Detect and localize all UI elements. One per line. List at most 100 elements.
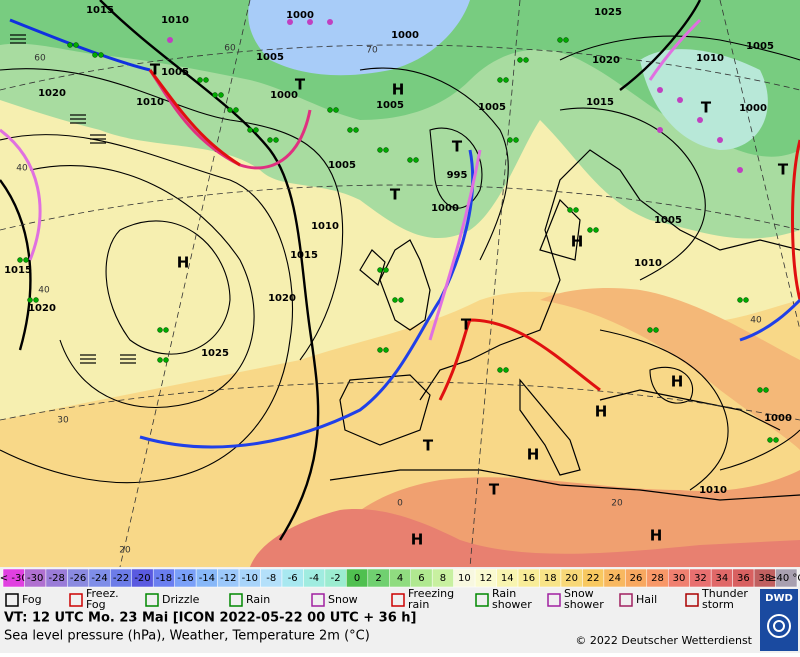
scale-label: -26 <box>70 573 86 584</box>
pressure-center: T <box>150 61 161 79</box>
pressure-label: 1020 <box>28 303 56 314</box>
scale-label: -20 <box>134 573 150 584</box>
rain-symbol <box>383 347 389 353</box>
scale-label: 14 <box>501 573 514 584</box>
pressure-label: 1010 <box>699 485 727 496</box>
scale-label: 20 <box>565 573 578 584</box>
scale-label: -28 <box>48 573 64 584</box>
isotherm-label: 0 <box>397 499 403 509</box>
scale-label: -12 <box>220 573 236 584</box>
scale-label: 34 <box>716 573 729 584</box>
rain-symbol <box>333 107 339 113</box>
scale-label: 22 <box>587 573 600 584</box>
logo-icon <box>773 620 785 632</box>
pressure-center: T <box>452 138 463 156</box>
cold-patch <box>640 49 768 151</box>
rain-symbol <box>17 257 23 263</box>
valid-time: VT: 12 UTC Mo. 23 Mai [ICON 2022-05-22 0… <box>4 611 416 626</box>
legend-icon <box>391 593 405 607</box>
pressure-label: 1025 <box>201 348 229 359</box>
rain-symbol <box>197 77 203 83</box>
pressure-label: 1005 <box>376 100 404 111</box>
logo-icon <box>767 614 791 638</box>
scale-label: -16 <box>177 573 193 584</box>
legend-label: Freezing <box>408 587 454 600</box>
scale-label: -18 <box>156 573 172 584</box>
scale-label: 0 <box>354 573 360 584</box>
legend-icon <box>5 593 19 607</box>
scale-label: 30 <box>673 573 686 584</box>
legend-icon <box>685 593 699 607</box>
rain-symbol <box>98 52 104 58</box>
isotherm-label: 20 <box>119 546 131 556</box>
pressure-label: 1015 <box>4 265 32 276</box>
rain-symbol <box>383 267 389 273</box>
pressure-center: T <box>778 161 789 179</box>
scale-label: 24 <box>608 573 621 584</box>
snow-symbol <box>287 19 293 25</box>
snow-symbol <box>697 117 703 123</box>
pressure-center: T <box>423 437 434 455</box>
temperature-scale: < -30 -30 -28 -26 -24 -22 -20 -18 -16 -14 -12 -10 -8… <box>0 568 800 588</box>
rain-symbol <box>497 367 503 373</box>
pressure-label: 1005 <box>161 67 189 78</box>
snow-symbol <box>737 167 743 173</box>
rain-symbol <box>353 127 359 133</box>
rain-symbol <box>227 107 233 113</box>
scale-label: 2 <box>375 573 381 584</box>
logo-text: DWD <box>765 593 793 604</box>
hot-region <box>250 509 800 567</box>
pressure-center: H <box>411 531 424 549</box>
pressure-label: 1005 <box>328 160 356 171</box>
legend-label: Drizzle <box>162 593 200 606</box>
rain-symbol <box>392 297 398 303</box>
pressure-label: 1015 <box>86 5 114 16</box>
isotherm-label: 60 <box>224 44 236 54</box>
rain-symbol <box>163 327 169 333</box>
pressure-label: 1020 <box>592 55 620 66</box>
legend-label: Rain <box>492 587 516 600</box>
pressure-label: 1015 <box>586 97 614 108</box>
rain-symbol <box>497 77 503 83</box>
legend-icon <box>547 593 561 607</box>
scale-label: 36 <box>737 573 750 584</box>
scale-cell <box>775 568 798 588</box>
pressure-center: H <box>177 254 190 272</box>
rain-symbol <box>157 357 163 363</box>
bold-isobars <box>0 0 702 541</box>
pressure-label: 1010 <box>311 221 339 232</box>
pressure-center: H <box>671 373 684 391</box>
scale-label: < -30 <box>0 573 28 584</box>
rain-symbol <box>503 367 509 373</box>
rain-symbol <box>377 147 383 153</box>
isotherm-label: 40 <box>750 316 762 326</box>
graticule <box>0 0 800 567</box>
rain-symbol <box>377 267 383 273</box>
rain-symbol <box>653 327 659 333</box>
rain-symbol <box>587 227 593 233</box>
legend-label: Snow <box>564 587 594 600</box>
scale-label: 10 <box>458 573 471 584</box>
pressure-label: 1010 <box>634 258 662 269</box>
snow-symbol <box>327 19 333 25</box>
pressure-label: 1025 <box>594 7 622 18</box>
rain-symbol <box>233 107 239 113</box>
legend-label: shower <box>492 598 532 611</box>
coastlines <box>329 149 800 501</box>
pressure-center: H <box>595 403 608 421</box>
rain-symbol <box>593 227 599 233</box>
rain-symbol <box>763 387 769 393</box>
rain-symbol <box>163 357 169 363</box>
rain-symbol <box>377 347 383 353</box>
isotherm-label: 20 <box>611 499 623 509</box>
rain-symbol <box>737 297 743 303</box>
scale-label: 12 <box>479 573 492 584</box>
legend-label: Snow <box>328 593 358 606</box>
rain-symbol <box>327 107 333 113</box>
scale-label: -24 <box>91 573 107 584</box>
isotherm-label: 30 <box>57 416 69 426</box>
legend-label: Fog <box>86 598 106 611</box>
legend-label: Fog <box>22 593 42 606</box>
pressure-label: 995 <box>447 170 468 181</box>
rain-symbol <box>247 127 253 133</box>
